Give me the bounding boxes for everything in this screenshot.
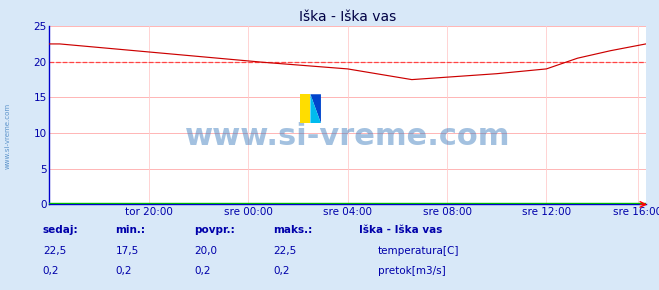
Text: Iška - Iška vas: Iška - Iška vas — [359, 225, 443, 235]
Text: 0,2: 0,2 — [273, 266, 290, 276]
Text: 17,5: 17,5 — [115, 246, 138, 256]
Text: 20,0: 20,0 — [194, 246, 217, 256]
Text: www.si-vreme.com: www.si-vreme.com — [185, 122, 510, 151]
Text: 0,2: 0,2 — [194, 266, 211, 276]
Text: www.si-vreme.com: www.si-vreme.com — [5, 103, 11, 169]
Text: min.:: min.: — [115, 225, 146, 235]
Text: temperatura[C]: temperatura[C] — [378, 246, 459, 256]
Text: 22,5: 22,5 — [273, 246, 297, 256]
Title: Iška - Iška vas: Iška - Iška vas — [299, 10, 396, 23]
Bar — [300, 94, 310, 123]
Text: 0,2: 0,2 — [43, 266, 59, 276]
Text: pretok[m3/s]: pretok[m3/s] — [378, 266, 445, 276]
Text: sedaj:: sedaj: — [43, 225, 78, 235]
Text: maks.:: maks.: — [273, 225, 313, 235]
Polygon shape — [310, 94, 321, 123]
Text: 22,5: 22,5 — [43, 246, 66, 256]
Text: povpr.:: povpr.: — [194, 225, 235, 235]
Text: 0,2: 0,2 — [115, 266, 132, 276]
Polygon shape — [310, 94, 321, 123]
